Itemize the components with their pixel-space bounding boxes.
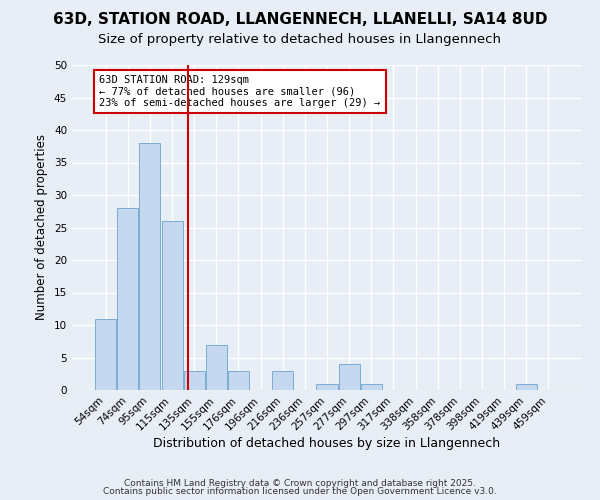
Y-axis label: Number of detached properties: Number of detached properties	[35, 134, 49, 320]
Bar	[161, 221, 182, 390]
Text: Size of property relative to detached houses in Llangennech: Size of property relative to detached ho…	[98, 32, 502, 46]
Text: 63D STATION ROAD: 129sqm
← 77% of detached houses are smaller (96)
23% of semi-d: 63D STATION ROAD: 129sqm ← 77% of detach…	[99, 74, 380, 108]
Bar	[338, 364, 359, 390]
Bar	[95, 318, 116, 390]
Bar	[184, 370, 205, 390]
Bar	[272, 370, 293, 390]
Bar	[515, 384, 536, 390]
Bar	[361, 384, 382, 390]
Bar	[228, 370, 249, 390]
Bar	[316, 384, 338, 390]
Bar	[118, 208, 139, 390]
Text: Contains public sector information licensed under the Open Government Licence v3: Contains public sector information licen…	[103, 487, 497, 496]
Text: Contains HM Land Registry data © Crown copyright and database right 2025.: Contains HM Land Registry data © Crown c…	[124, 478, 476, 488]
X-axis label: Distribution of detached houses by size in Llangennech: Distribution of detached houses by size …	[154, 438, 500, 450]
Bar	[206, 344, 227, 390]
Text: 63D, STATION ROAD, LLANGENNECH, LLANELLI, SA14 8UD: 63D, STATION ROAD, LLANGENNECH, LLANELLI…	[53, 12, 547, 28]
Bar	[139, 143, 160, 390]
